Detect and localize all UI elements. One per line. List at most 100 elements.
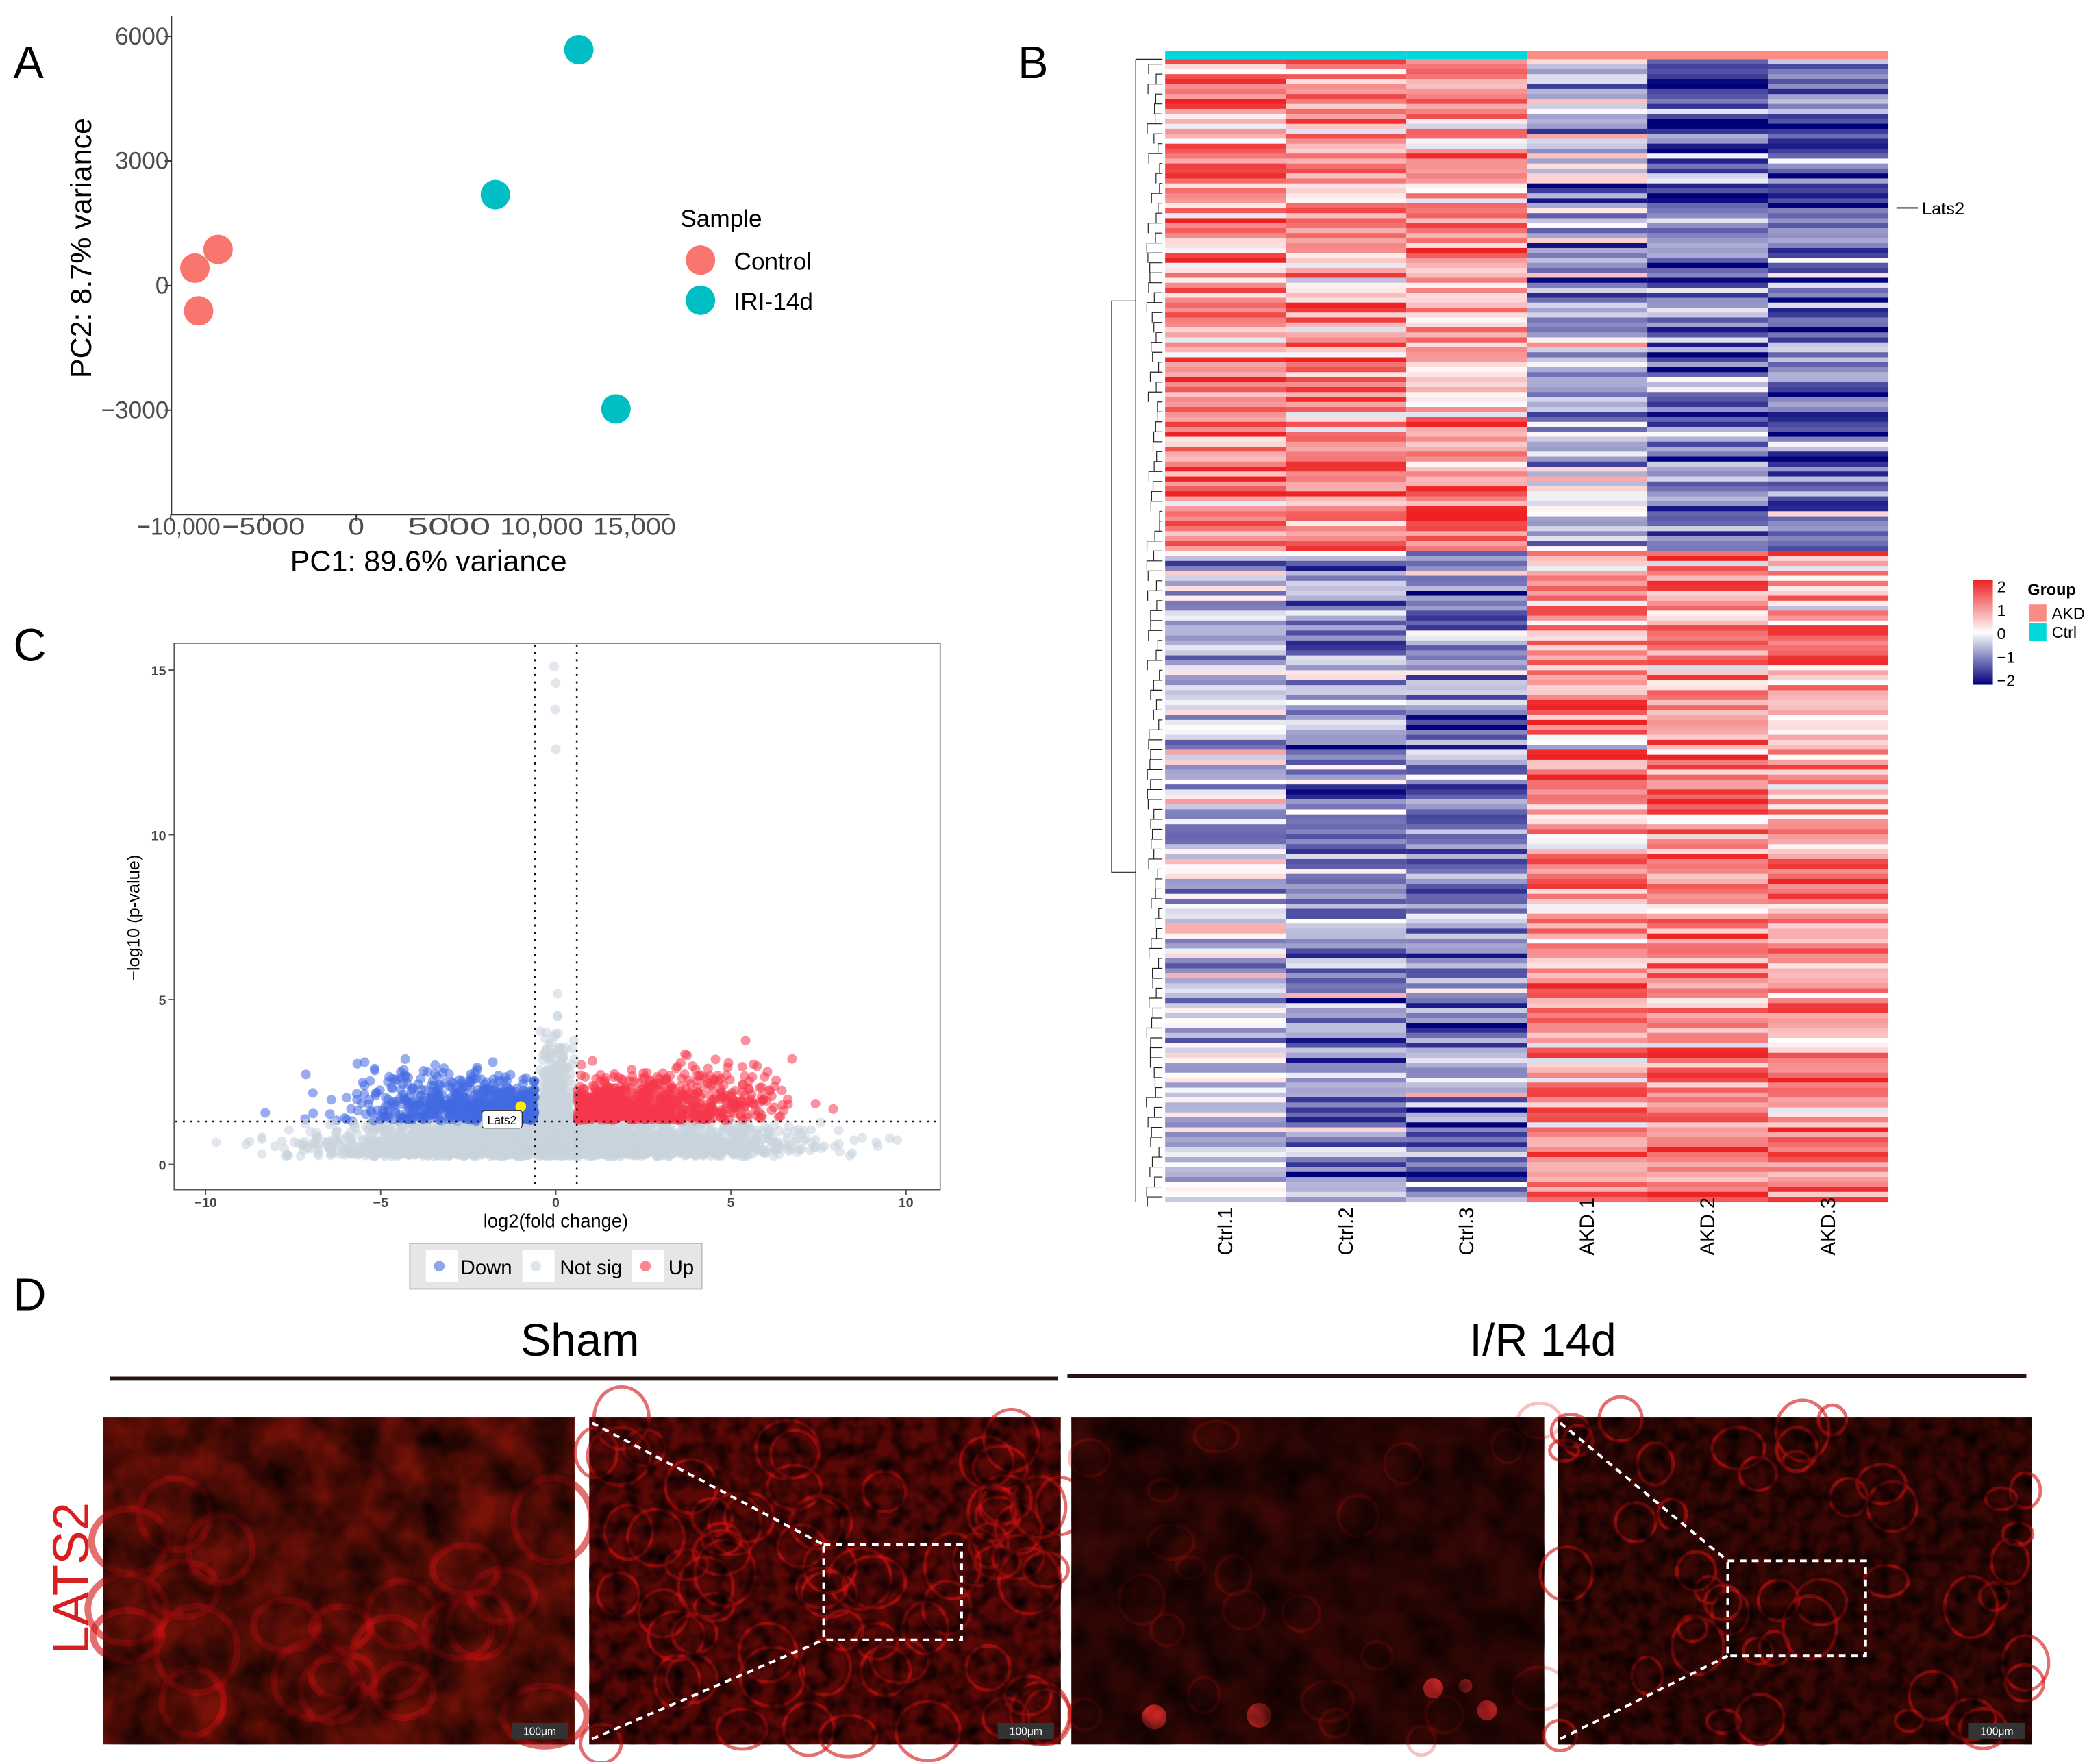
heatmap-cell (1406, 337, 1527, 343)
heatmap-cell (1165, 1078, 1286, 1084)
heatmap-cell (1647, 332, 1768, 338)
heatmap-cell (1286, 401, 1407, 408)
x-tick-label: 10,000 (500, 514, 583, 541)
heatmap-cell (1647, 1078, 1768, 1084)
heatmap-cell (1527, 168, 1648, 174)
heatmap-cell (1286, 1067, 1407, 1074)
not-sig-point (311, 1127, 321, 1138)
heatmap-cell (1768, 397, 1889, 403)
heatmap-cell (1406, 595, 1527, 601)
heatmap-cell (1527, 898, 1648, 904)
heatmap-cell (1768, 511, 1889, 517)
heatmap-cell (1165, 849, 1286, 855)
heatmap-cell (1768, 993, 1889, 999)
heatmap-cell (1647, 362, 1768, 368)
heatmap-cell (1286, 765, 1407, 771)
heatmap-cell (1768, 988, 1889, 994)
not-sig-point (766, 1142, 776, 1152)
heatmap-cell (1165, 625, 1286, 632)
heatmap-cell (1647, 521, 1768, 527)
heatmap-cell (1768, 74, 1889, 80)
heatmap-cell (1647, 814, 1768, 820)
dendrogram-branch (1159, 510, 1163, 521)
heatmap-cell (1647, 789, 1768, 795)
heatmap-cell (1286, 1167, 1407, 1173)
heatmap-cell (1527, 223, 1648, 229)
heatmap-cell (1768, 824, 1889, 830)
heatmap-cell (1647, 993, 1768, 999)
heatmap-cell (1406, 79, 1527, 85)
heatmap-cell (1165, 546, 1286, 552)
heatmap-cell (1406, 1013, 1527, 1019)
heatmap-cell (1286, 546, 1407, 552)
heatmap-cell (1768, 878, 1889, 884)
heatmap-cell (1165, 1092, 1286, 1098)
heatmap-cell (1165, 94, 1286, 100)
dendrogram-branch (1148, 471, 1163, 482)
heatmap-cell (1527, 302, 1648, 308)
not-sig-point (531, 1150, 541, 1160)
heatmap-cell (1527, 262, 1648, 269)
heatmap-cell (1406, 1127, 1527, 1133)
heatmap-cell (1647, 486, 1768, 493)
color-scale-label: 2 (1997, 578, 2005, 596)
heatmap-cell (1165, 401, 1286, 408)
heatmap-cell (1647, 725, 1768, 731)
not-sig-point (774, 1150, 784, 1160)
not-sig-point (257, 1149, 267, 1159)
heatmap-cell (1406, 923, 1527, 930)
heatmap-cell (1647, 695, 1768, 701)
heatmap-cell (1768, 273, 1889, 279)
heatmap-cell (1406, 1171, 1527, 1178)
heatmap-cell (1165, 253, 1286, 259)
heatmap-cell (1527, 873, 1648, 880)
heatmap-cell (1165, 342, 1286, 348)
heatmap-cell (1647, 1127, 1768, 1133)
heatmap-cell (1406, 928, 1527, 934)
heatmap-cell (1527, 1067, 1648, 1074)
heatmap-cell (1286, 858, 1407, 865)
heatmap-cell (1406, 844, 1527, 850)
heatmap-cell (1768, 436, 1889, 443)
group-annotation-ctrl (1165, 51, 1286, 60)
heatmap-cell (1406, 407, 1527, 413)
heatmap-cell (1406, 293, 1527, 299)
heatmap-cell (1647, 213, 1768, 219)
heatmap-cell (1527, 933, 1648, 939)
heatmap-cell (1768, 1162, 1889, 1168)
heatmap-cell (1768, 168, 1889, 174)
heatmap-cell (1527, 467, 1648, 473)
not-sig-point (421, 1149, 432, 1159)
heatmap-cell (1165, 685, 1286, 691)
legend-label: IRI-14d (734, 288, 813, 315)
heatmap-cell (1165, 695, 1286, 701)
not-sig-point (640, 1122, 650, 1132)
heatmap-cell (1768, 243, 1889, 249)
heatmap-cell (1527, 367, 1648, 373)
heatmap-cell (1527, 1097, 1648, 1104)
heatmap-cell (1286, 262, 1407, 269)
heatmap-cell (1406, 506, 1527, 512)
not-sig-point (466, 1145, 476, 1155)
heatmap-cell (1647, 784, 1768, 791)
heatmap-cell (1527, 630, 1648, 636)
dendrogram-branch (1149, 759, 1163, 770)
heatmap-cell (1527, 754, 1648, 760)
data-point-control (184, 296, 214, 326)
heatmap-cell (1527, 635, 1648, 641)
heatmap-cell (1527, 1177, 1648, 1183)
heatmap-cell (1406, 213, 1527, 219)
heatmap-cell (1647, 193, 1768, 199)
heatmap-cell (1647, 1052, 1768, 1058)
heatmap-cell (1165, 362, 1286, 368)
heatmap-cell (1406, 551, 1527, 557)
heatmap-cell (1165, 665, 1286, 671)
dendrogram-branch (1149, 371, 1163, 382)
heatmap-cell (1647, 794, 1768, 800)
heatmap-cell (1768, 392, 1889, 398)
heatmap-cell (1647, 163, 1768, 169)
heatmap-cell (1527, 839, 1648, 845)
heatmap-cell (1647, 864, 1768, 870)
heatmap-cell (1647, 869, 1768, 875)
heatmap-cell (1286, 1058, 1407, 1064)
